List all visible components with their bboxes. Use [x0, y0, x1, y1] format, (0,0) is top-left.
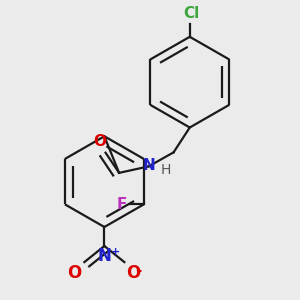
Text: F: F — [117, 197, 128, 212]
Text: O: O — [67, 264, 81, 282]
Text: O: O — [126, 264, 140, 282]
Text: H: H — [161, 163, 171, 177]
Text: N: N — [142, 158, 155, 173]
Text: N: N — [98, 247, 111, 265]
Text: Cl: Cl — [183, 6, 199, 21]
Text: O: O — [93, 134, 106, 149]
Text: +: + — [111, 247, 120, 256]
Text: -: - — [136, 263, 142, 278]
